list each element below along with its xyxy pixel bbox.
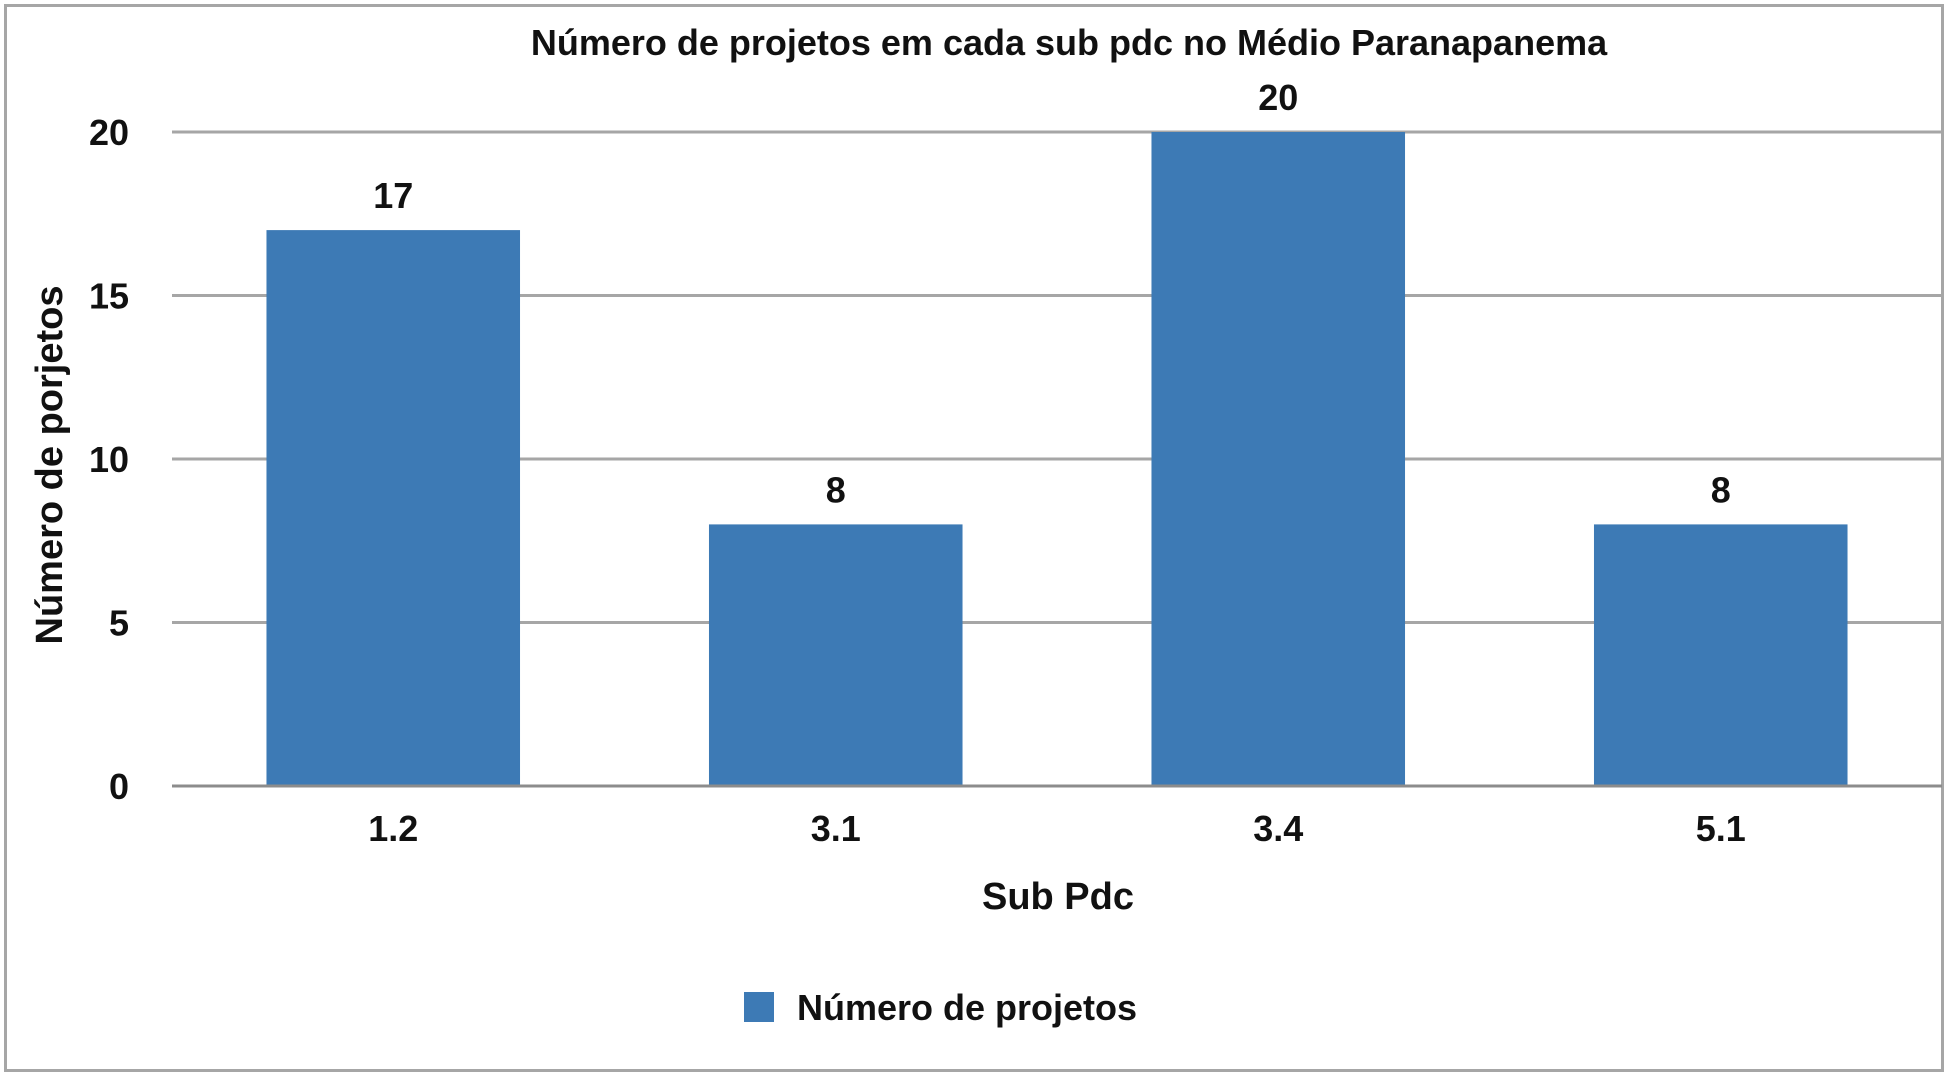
- x-axis-ticks: 1.2 3.1 3.4 5.1: [368, 808, 1746, 849]
- legend-swatch: [744, 992, 774, 1022]
- x-tick-label: 5.1: [1696, 808, 1746, 849]
- data-label: 8: [1711, 469, 1731, 510]
- x-tick-label: 3.4: [1253, 808, 1303, 849]
- data-label: 8: [826, 469, 846, 510]
- data-label: 17: [373, 175, 413, 216]
- x-tick-label: 3.1: [811, 808, 861, 849]
- x-tick-label: 1.2: [368, 808, 418, 849]
- bar: [266, 230, 521, 787]
- bars: [266, 132, 1848, 787]
- bar-chart: 17 8 20 8 0 5 10 15 20 1.2 3.1 3.4 5.1 Número de p…: [29, 22, 1942, 1028]
- legend: Número de projetos: [744, 987, 1137, 1028]
- legend-label: Número de projetos: [797, 987, 1137, 1028]
- y-axis-ticks: 0 5 10 15 20: [89, 112, 129, 807]
- y-tick-label: 15: [89, 276, 129, 317]
- y-tick-label: 20: [89, 112, 129, 153]
- chart-frame: 17 8 20 8 0 5 10 15 20 1.2 3.1 3.4 5.1 Número de p…: [4, 4, 1944, 1072]
- data-label: 20: [1258, 77, 1298, 118]
- y-tick-label: 0: [109, 766, 129, 807]
- x-axis-title: Sub Pdc: [982, 876, 1134, 918]
- bar: [1151, 132, 1406, 786]
- y-tick-label: 10: [89, 439, 129, 480]
- y-axis-title: Número de porjetos: [29, 286, 71, 645]
- bar: [708, 524, 963, 786]
- data-labels: 17 8 20 8: [373, 77, 1731, 510]
- bar: [1593, 524, 1848, 786]
- chart-title: Número de projetos em cada sub pdc no Mé…: [531, 22, 1608, 63]
- y-tick-label: 5: [109, 603, 129, 644]
